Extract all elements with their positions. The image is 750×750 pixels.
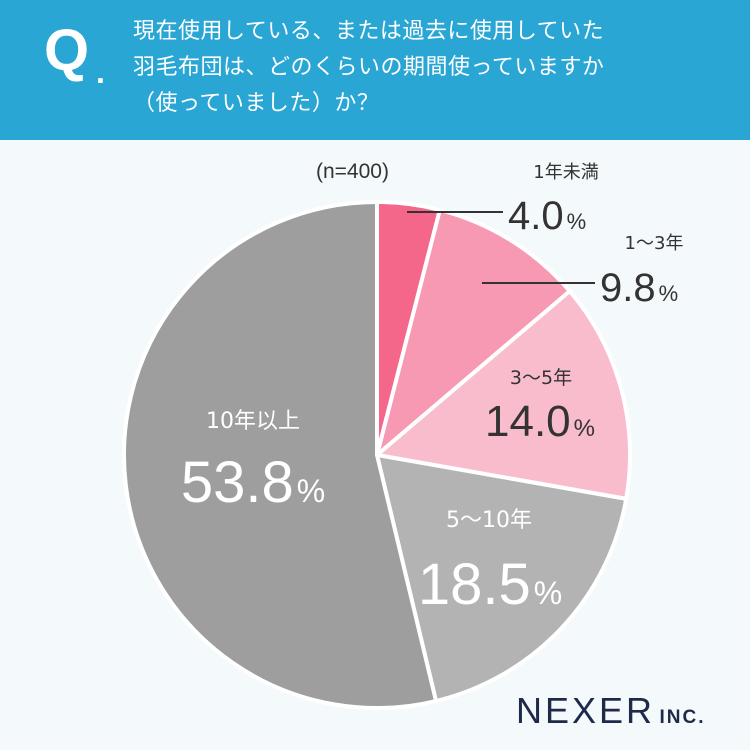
slice-value-1-3yr: 9.8% bbox=[600, 266, 678, 310]
slice-label-under-1yr: 1年未満 bbox=[533, 162, 598, 183]
slice-label-5-10yr: 5〜10年 bbox=[446, 508, 532, 533]
sample-size-label: (n=400) bbox=[316, 160, 389, 183]
brand-suffix: INC. bbox=[659, 707, 706, 728]
question-header: Q . 現在使用している、または過去に使用していた 羽毛布団は、どのくらいの期間… bbox=[0, 0, 750, 140]
pie-slice-5-10yr bbox=[375, 453, 629, 704]
question-line-1: 現在使用している、または過去に使用していた bbox=[133, 19, 605, 44]
slice-value-3-5yr: 14.0% bbox=[485, 397, 595, 446]
pie-slice-over-10yr bbox=[122, 200, 439, 710]
question-mark-dot: . bbox=[96, 54, 105, 90]
slice-value-5-10yr: 18.5% bbox=[418, 552, 562, 617]
slice-label-1-3yr: 1〜3年 bbox=[625, 233, 684, 254]
question-text: 現在使用している、または過去に使用していた 羽毛布団は、どのくらいの期間使ってい… bbox=[133, 14, 733, 122]
question-line-3: （使っていました）か？ bbox=[133, 91, 380, 116]
slice-value-over-10yr: 53.8% bbox=[181, 450, 325, 515]
slice-label-3-5yr: 3〜5年 bbox=[510, 367, 572, 389]
brand-name: NEXER bbox=[516, 690, 656, 731]
slice-label-over-10yr: 10年以上 bbox=[206, 409, 300, 434]
pie-slice-3-5yr bbox=[375, 289, 632, 501]
slice-value-under-1yr: 4.0% bbox=[508, 194, 586, 238]
nexer-logo: NEXER INC. bbox=[516, 690, 705, 732]
question-line-2: 羽毛布団は、どのくらいの期間使っていますか bbox=[133, 55, 605, 80]
question-mark: Q bbox=[44, 18, 90, 83]
